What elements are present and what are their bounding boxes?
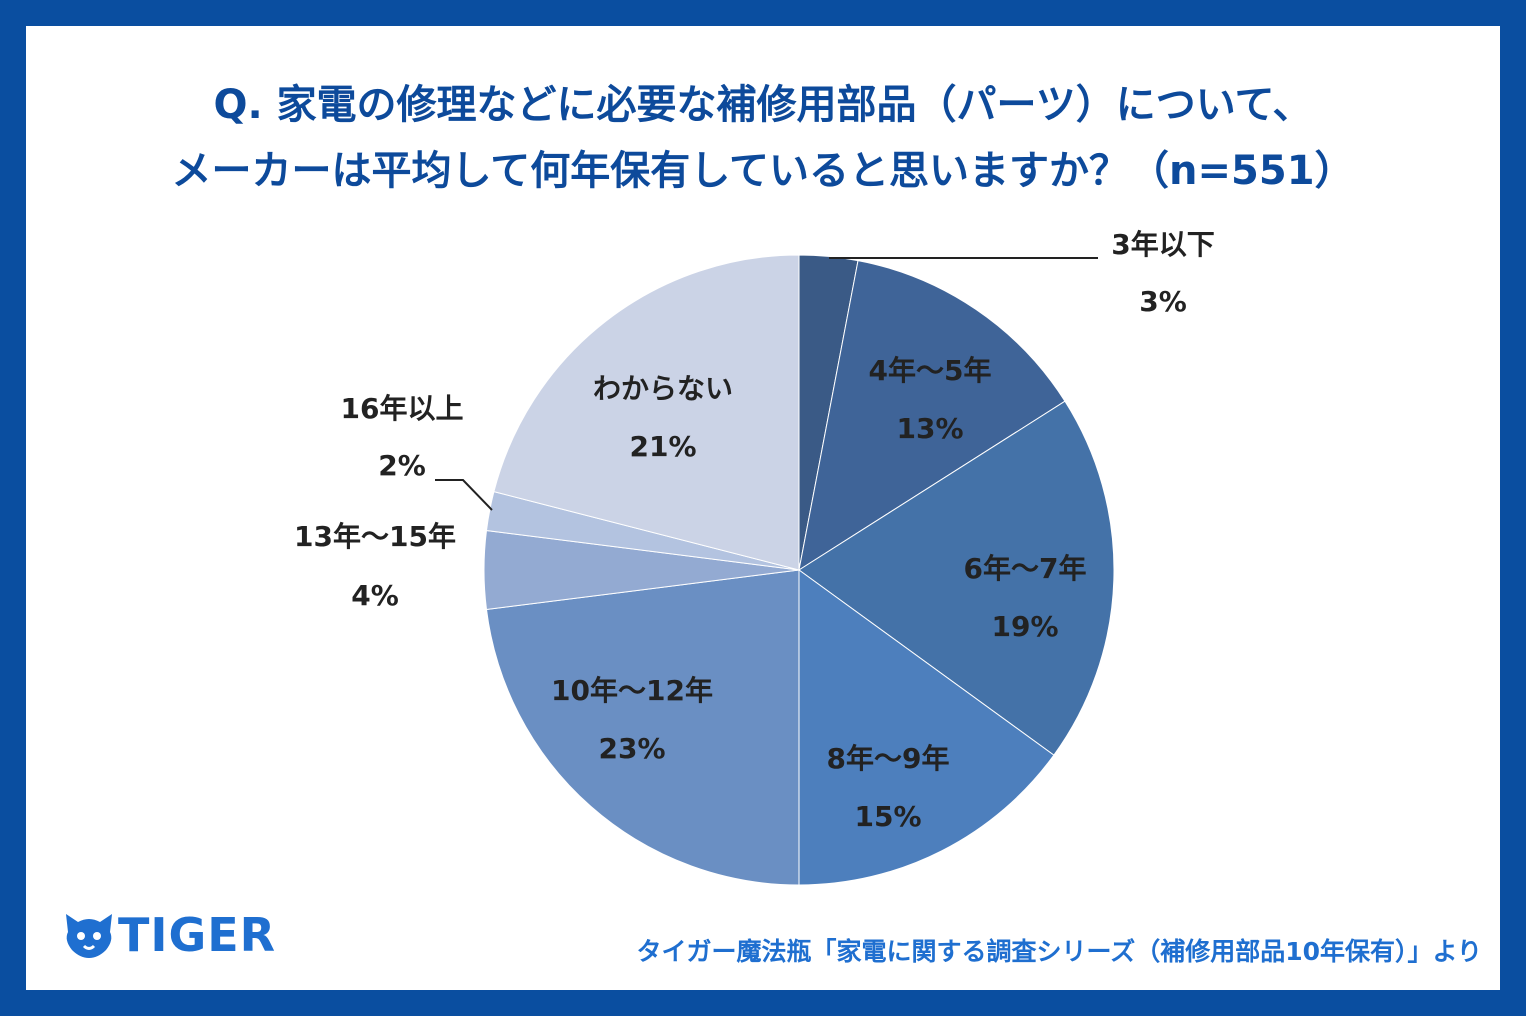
slice-value-label: 23%: [598, 732, 665, 765]
source-note: タイガー魔法瓶「家電に関する調査シリーズ（補修用部品10年保有）」より: [636, 937, 1482, 966]
pie-slice-3: [798, 400, 1115, 756]
pie-slice-5: [485, 569, 800, 886]
chart-title-line-2: メーカーは平均して何年保有していると思いますか？（n=551）: [171, 148, 1355, 194]
pie-slice-8: [493, 254, 800, 571]
chart-title-line-1: Q. 家電の修理などに必要な補修用部品（パーツ）について、: [213, 82, 1313, 128]
pie-slice-4: [798, 569, 1055, 886]
tiger-logo: TIGER: [60, 905, 276, 965]
slice-category-label: 16年以上: [341, 392, 464, 425]
tiger-icon: [66, 914, 112, 958]
logo-text: TIGER: [118, 908, 277, 962]
slice-category-label: 6年〜7年: [964, 552, 1087, 585]
slice-category-label: 4年〜5年: [869, 354, 992, 387]
leader-line: [435, 479, 493, 511]
slice-category-label: 10年〜12年: [551, 674, 713, 707]
slice-value-label: 3%: [1139, 285, 1187, 318]
slice-value-label: 15%: [854, 800, 921, 833]
slice-value-label: 21%: [629, 430, 696, 463]
slice-value-label: 2%: [378, 449, 426, 482]
slice-value-label: 13%: [896, 412, 963, 445]
slice-category-label: 3年以下: [1111, 228, 1214, 261]
pie-slice-2: [798, 259, 1066, 572]
slice-category-label: わからない: [593, 372, 733, 405]
slice-value-label: 19%: [991, 610, 1058, 643]
slice-category-label: 13年〜15年: [294, 520, 456, 553]
slice-category-label: 8年〜9年: [827, 742, 950, 775]
slice-value-label: 4%: [351, 579, 399, 612]
